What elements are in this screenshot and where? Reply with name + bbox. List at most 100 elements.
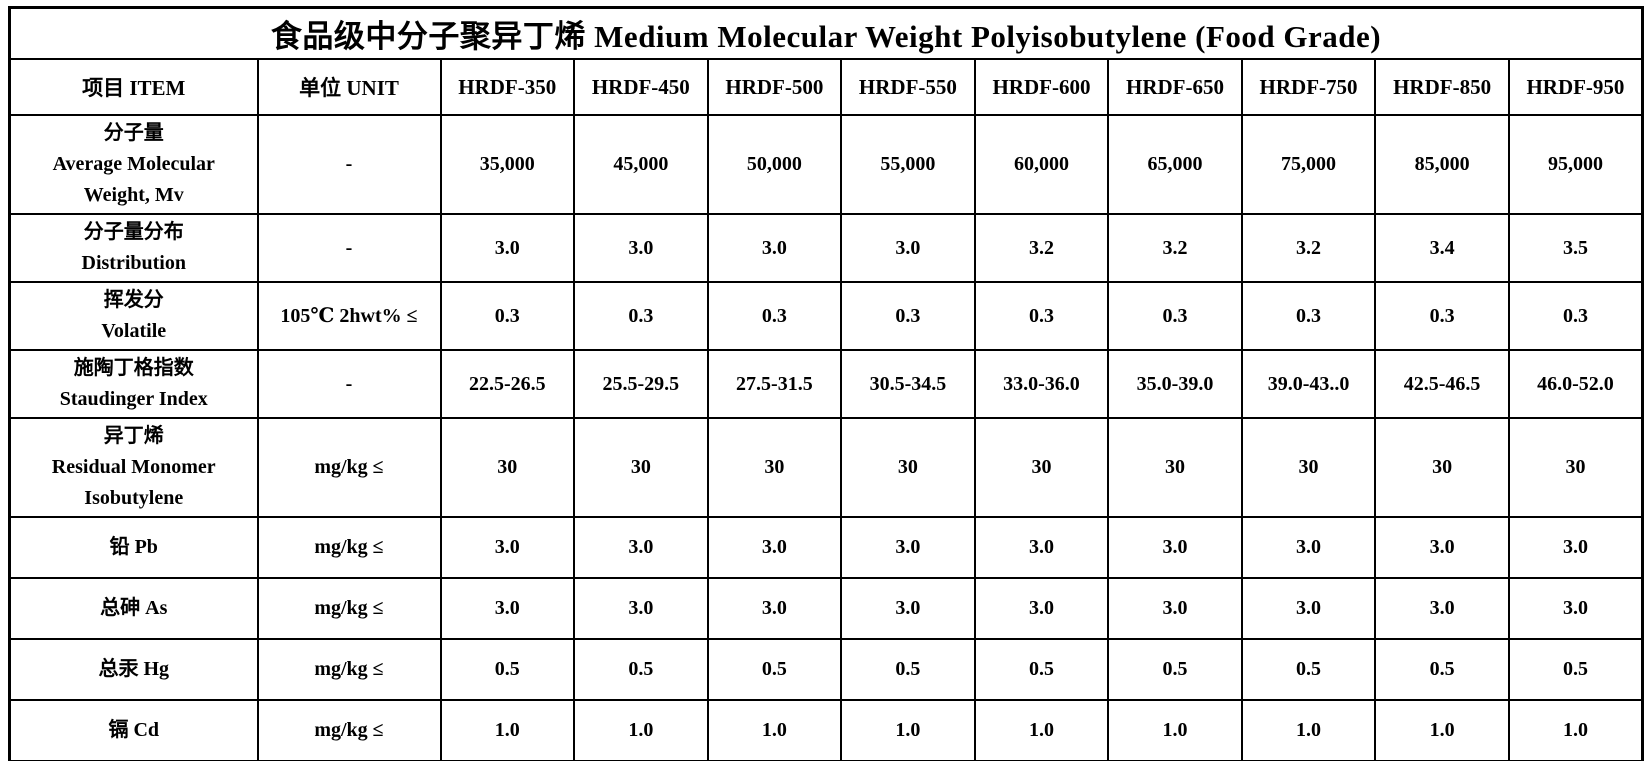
value-cell: 55,000 <box>840 114 976 215</box>
table-row: 铅 Pb mg/kg ≤3.0 3.0 3.0 3.0 3.0 3.0 3.0 3.0 3.0 <box>8 516 1644 579</box>
value-cell: 1.0 <box>439 699 576 761</box>
value-cell: 3.0 <box>1107 516 1243 579</box>
table-row: 镉 Cd mg/kg ≤1.0 1.0 1.0 1.0 1.0 1.0 1.0 1.0 1.0 <box>8 699 1644 761</box>
value-cell: 95,000 <box>1507 114 1644 215</box>
value-cell: 30.5-34.5 <box>840 349 976 419</box>
value-cell: 1.0 <box>573 699 709 761</box>
column-header-hrdf-450: HRDF-450 <box>573 58 709 116</box>
value-cell: 3.0 <box>573 577 709 640</box>
value-cell: 1.0 <box>1507 699 1644 761</box>
value-cell: 0.5 <box>973 638 1110 701</box>
value-cell: 3.0 <box>439 213 576 283</box>
unit-cell: - <box>256 349 442 419</box>
value-cell: 30 <box>1374 417 1510 518</box>
column-header-hrdf-850: HRDF-850 <box>1374 58 1510 116</box>
value-cell: 3.0 <box>1374 577 1510 640</box>
value-cell: 30 <box>439 417 576 518</box>
value-cell: 3.0 <box>439 577 576 640</box>
value-cell: 3.0 <box>840 577 976 640</box>
value-cell: 0.5 <box>573 638 709 701</box>
item-cell: 铅 Pb <box>8 516 259 579</box>
value-cell: 35,000 <box>439 114 576 215</box>
table-row: 总砷 As mg/kg ≤3.0 3.0 3.0 3.0 3.0 3.0 3.0 3.0 3.0 <box>8 577 1644 640</box>
page-title: 食品级中分子聚异丁烯 Medium Molecular Weight Polyi… <box>8 6 1644 60</box>
title-row: 食品级中分子聚异丁烯 Medium Molecular Weight Polyi… <box>8 6 1644 60</box>
item-cell: 分子量分布 Distribution <box>8 213 259 283</box>
value-cell: 85,000 <box>1374 114 1510 215</box>
value-cell: 3.0 <box>1507 516 1644 579</box>
header-row: 项目 ITEM 单位 UNIT HRDF-350 HRDF-450 HRDF-500… <box>8 58 1644 116</box>
value-cell: 22.5-26.5 <box>439 349 576 419</box>
value-cell: 1.0 <box>706 699 843 761</box>
value-cell: 30 <box>973 417 1110 518</box>
spec-table: 食品级中分子聚异丁烯 Medium Molecular Weight Polyi… <box>8 6 1644 761</box>
column-header-hrdf-950: HRDF-950 <box>1507 58 1644 116</box>
value-cell: 30 <box>1107 417 1243 518</box>
value-cell: 0.3 <box>573 281 709 351</box>
unit-cell: mg/kg ≤ <box>256 417 442 518</box>
value-cell: 27.5-31.5 <box>706 349 843 419</box>
value-cell: 0.3 <box>706 281 843 351</box>
value-cell: 3.2 <box>1107 213 1243 283</box>
value-cell: 3.0 <box>973 577 1110 640</box>
value-cell: 3.0 <box>840 213 976 283</box>
value-cell: 0.5 <box>706 638 843 701</box>
column-header-hrdf-500: HRDF-500 <box>706 58 843 116</box>
value-cell: 46.0-52.0 <box>1507 349 1644 419</box>
value-cell: 35.0-39.0 <box>1107 349 1243 419</box>
value-cell: 3.0 <box>439 516 576 579</box>
value-cell: 3.2 <box>973 213 1110 283</box>
value-cell: 0.3 <box>1107 281 1243 351</box>
value-cell: 3.0 <box>706 577 843 640</box>
value-cell: 30 <box>706 417 843 518</box>
value-cell: 30 <box>840 417 976 518</box>
table-row: 挥发分 Volatile 105℃ 2hwt% ≤0.3 0.3 0.3 0.3 0.3 0… <box>8 281 1644 351</box>
value-cell: 1.0 <box>973 699 1110 761</box>
value-cell: 50,000 <box>706 114 843 215</box>
unit-cell: mg/kg ≤ <box>256 699 442 761</box>
unit-cell: - <box>256 213 442 283</box>
value-cell: 3.4 <box>1374 213 1510 283</box>
value-cell: 75,000 <box>1240 114 1377 215</box>
value-cell: 3.0 <box>1240 577 1377 640</box>
value-cell: 65,000 <box>1107 114 1243 215</box>
item-cell: 镉 Cd <box>8 699 259 761</box>
value-cell: 0.5 <box>1240 638 1377 701</box>
value-cell: 42.5-46.5 <box>1374 349 1510 419</box>
value-cell: 0.5 <box>1374 638 1510 701</box>
value-cell: 0.5 <box>1107 638 1243 701</box>
column-header-hrdf-750: HRDF-750 <box>1240 58 1377 116</box>
value-cell: 0.3 <box>1240 281 1377 351</box>
table-row: 分子量 Average Molecular Weight, Mv -35,000 4… <box>8 114 1644 215</box>
unit-cell: mg/kg ≤ <box>256 577 442 640</box>
item-cell: 分子量 Average Molecular Weight, Mv <box>8 114 259 215</box>
value-cell: 1.0 <box>1107 699 1243 761</box>
value-cell: 3.0 <box>1240 516 1377 579</box>
column-header-item: 项目 ITEM <box>8 58 259 116</box>
value-cell: 0.3 <box>840 281 976 351</box>
value-cell: 60,000 <box>973 114 1110 215</box>
value-cell: 0.5 <box>840 638 976 701</box>
value-cell: 3.0 <box>706 213 843 283</box>
table-row: 施陶丁格指数 Staudinger Index -22.5-26.5 25.5-29… <box>8 349 1644 419</box>
value-cell: 3.0 <box>706 516 843 579</box>
value-cell: 3.2 <box>1240 213 1377 283</box>
value-cell: 30 <box>1240 417 1377 518</box>
value-cell: 30 <box>573 417 709 518</box>
item-cell: 施陶丁格指数 Staudinger Index <box>8 349 259 419</box>
value-cell: 3.0 <box>973 516 1110 579</box>
value-cell: 25.5-29.5 <box>573 349 709 419</box>
unit-cell: mg/kg ≤ <box>256 638 442 701</box>
column-header-hrdf-600: HRDF-600 <box>973 58 1110 116</box>
value-cell: 0.3 <box>439 281 576 351</box>
value-cell: 0.5 <box>1507 638 1644 701</box>
item-cell: 异丁烯 Residual Monomer Isobutylene <box>8 417 259 518</box>
column-header-hrdf-650: HRDF-650 <box>1107 58 1243 116</box>
unit-cell: - <box>256 114 442 215</box>
value-cell: 3.5 <box>1507 213 1644 283</box>
column-header-hrdf-550: HRDF-550 <box>840 58 976 116</box>
value-cell: 3.0 <box>573 516 709 579</box>
value-cell: 33.0-36.0 <box>973 349 1110 419</box>
value-cell: 39.0-43..0 <box>1240 349 1377 419</box>
